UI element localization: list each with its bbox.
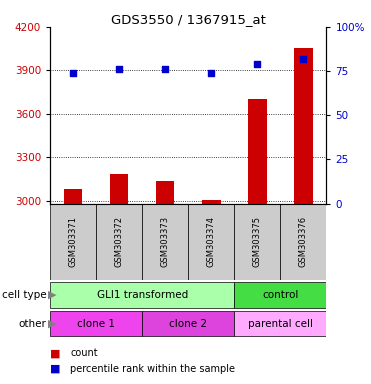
Bar: [110, 174, 128, 204]
Bar: [280, 204, 326, 280]
Bar: [202, 200, 220, 204]
Point: [116, 66, 122, 72]
Text: cell type: cell type: [2, 290, 46, 300]
Text: GSM303372: GSM303372: [115, 217, 124, 267]
Bar: [50, 204, 96, 280]
Point: [162, 66, 168, 72]
Text: percentile rank within the sample: percentile rank within the sample: [70, 364, 236, 374]
Point: [70, 70, 76, 76]
Title: GDS3550 / 1367915_at: GDS3550 / 1367915_at: [111, 13, 266, 26]
Text: ▶: ▶: [48, 290, 57, 300]
Text: GSM303373: GSM303373: [161, 216, 170, 268]
Bar: [188, 204, 234, 280]
Text: clone 2: clone 2: [169, 318, 207, 329]
Text: ▶: ▶: [48, 318, 57, 329]
Bar: [96, 204, 142, 280]
Bar: [64, 189, 82, 204]
Text: GLI1 transformed: GLI1 transformed: [96, 290, 188, 300]
Bar: [50, 311, 142, 336]
Text: ■: ■: [50, 364, 60, 374]
Bar: [234, 311, 326, 336]
Text: GSM303371: GSM303371: [69, 217, 78, 267]
Text: GSM303375: GSM303375: [253, 217, 262, 267]
Bar: [142, 204, 188, 280]
Bar: [142, 311, 234, 336]
Bar: [294, 48, 313, 204]
Point: [255, 61, 260, 67]
Text: ■: ■: [50, 348, 60, 358]
Bar: [50, 282, 234, 308]
Text: GSM303374: GSM303374: [207, 217, 216, 267]
Point: [209, 70, 214, 76]
Text: other: other: [19, 318, 46, 329]
Text: count: count: [70, 348, 98, 358]
Point: [301, 56, 306, 62]
Text: clone 1: clone 1: [77, 318, 115, 329]
Bar: [156, 181, 174, 204]
Bar: [248, 99, 267, 204]
Text: GSM303376: GSM303376: [299, 216, 308, 268]
Text: control: control: [262, 290, 299, 300]
Bar: [234, 282, 326, 308]
Text: parental cell: parental cell: [248, 318, 313, 329]
Bar: [234, 204, 280, 280]
